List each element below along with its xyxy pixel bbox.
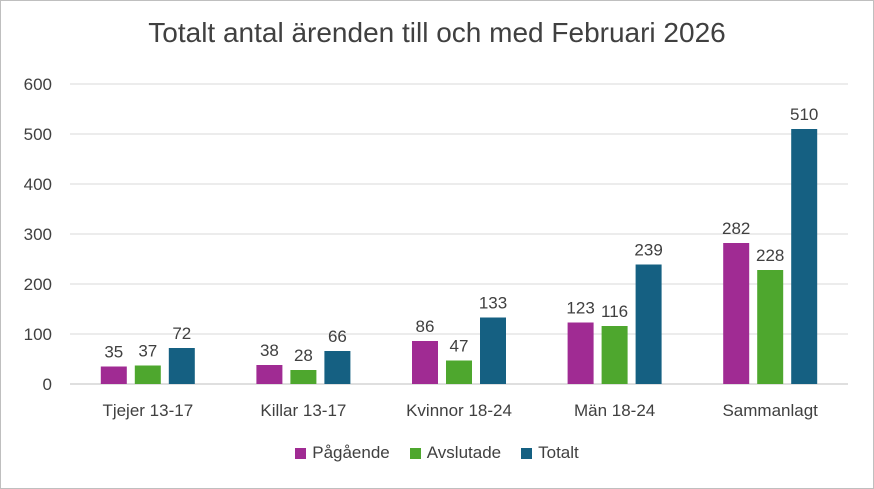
y-tick-label: 500 [24, 125, 52, 144]
legend-swatch-totalt [521, 447, 533, 459]
x-tick-label: Sammanlagt [722, 401, 818, 420]
bar [290, 370, 317, 384]
data-label: 123 [566, 299, 594, 318]
bar [100, 366, 127, 384]
bar [635, 264, 662, 384]
bar [134, 365, 161, 384]
data-label: 133 [479, 294, 507, 313]
bar [168, 348, 195, 384]
bar [480, 317, 506, 384]
legend-swatch-pagaende [295, 447, 307, 459]
data-label: 38 [260, 341, 279, 360]
x-tick-label: Tjejer 13-17 [102, 401, 193, 420]
legend-item-totalt: Totalt [521, 443, 579, 463]
data-label: 35 [104, 343, 123, 362]
bar [723, 243, 750, 384]
y-tick-label: 200 [24, 275, 52, 294]
data-label: 282 [722, 219, 750, 238]
data-label: 228 [756, 246, 784, 265]
legend-item-pagaende: Pågående [295, 443, 390, 463]
bar [567, 322, 594, 384]
y-tick-label: 0 [43, 375, 52, 394]
bar [324, 351, 351, 384]
data-label: 86 [416, 317, 435, 336]
data-label: 47 [450, 337, 469, 356]
bar [757, 270, 784, 384]
data-label: 116 [601, 302, 628, 321]
y-tick-label: 600 [24, 75, 52, 94]
data-label: 510 [790, 105, 818, 124]
legend-item-avslutade: Avslutade [409, 443, 502, 463]
bar [412, 341, 438, 384]
x-tick-label: Män 18-24 [574, 401, 655, 420]
y-tick-label: 300 [24, 225, 52, 244]
data-label: 66 [328, 327, 347, 346]
x-tick-label: Kvinnor 18-24 [406, 401, 512, 420]
chart-legend: Pågående Avslutade Totalt [0, 443, 874, 463]
y-tick-label: 100 [24, 325, 52, 344]
data-label: 72 [172, 324, 191, 343]
bar [601, 326, 628, 384]
data-label: 37 [138, 342, 157, 361]
legend-label-avslutade: Avslutade [426, 443, 502, 462]
bar [791, 129, 818, 384]
y-tick-label: 400 [24, 175, 52, 194]
chart-title: Totalt antal ärenden till och med Februa… [148, 17, 726, 48]
legend-label-pagaende: Pågående [312, 443, 390, 462]
data-label: 28 [294, 346, 313, 365]
data-label: 239 [634, 241, 662, 260]
x-tick-label: Killar 13-17 [260, 401, 346, 420]
bar [256, 365, 283, 384]
legend-label-totalt: Totalt [538, 443, 579, 462]
legend-swatch-avslutade [409, 447, 421, 459]
bar [446, 360, 472, 384]
